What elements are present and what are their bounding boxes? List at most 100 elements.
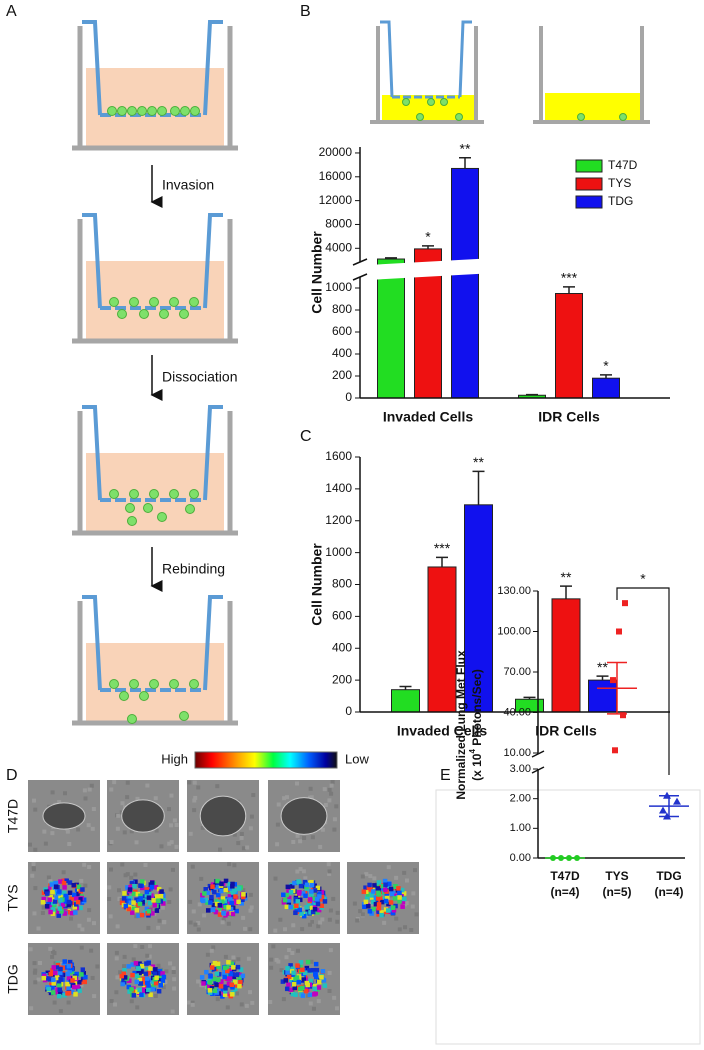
y-tick-label: 400 — [332, 346, 352, 360]
noise — [145, 783, 150, 788]
signal — [367, 882, 372, 888]
signal — [135, 891, 141, 897]
signal — [62, 911, 68, 916]
signal — [159, 889, 164, 894]
signal — [131, 989, 137, 994]
noise — [309, 959, 314, 964]
noise — [241, 846, 246, 851]
signal — [227, 886, 232, 891]
signal — [361, 889, 367, 894]
signal — [376, 912, 381, 917]
row-label: T47D — [5, 799, 21, 833]
legend-swatch — [575, 159, 603, 173]
signal — [222, 965, 228, 971]
noise — [268, 1000, 273, 1005]
signal — [315, 885, 321, 891]
signal — [379, 899, 385, 905]
noise — [38, 960, 43, 965]
significance: *** — [561, 270, 578, 286]
signal — [146, 983, 151, 988]
noise — [249, 814, 254, 819]
signal — [314, 967, 320, 973]
tissue — [199, 795, 247, 837]
noise — [133, 872, 138, 877]
signal — [367, 909, 373, 914]
signal — [142, 910, 148, 915]
noise — [311, 1006, 316, 1011]
noise — [30, 873, 35, 878]
noise — [169, 793, 174, 798]
signal — [366, 904, 371, 909]
signal — [52, 887, 57, 892]
signal — [297, 897, 303, 903]
signal — [293, 976, 298, 982]
noise — [278, 917, 283, 922]
noise — [249, 905, 254, 910]
signal — [126, 906, 132, 912]
break-mark — [352, 273, 368, 281]
signal — [319, 894, 325, 900]
noise — [284, 955, 289, 960]
y-tick-label: 0.00 — [510, 852, 531, 864]
signal — [137, 977, 143, 983]
noise — [92, 994, 97, 999]
noise — [50, 831, 55, 836]
noise — [46, 875, 51, 880]
y-tick-label: 0 — [345, 390, 352, 404]
signal — [232, 983, 238, 988]
well-wall — [533, 26, 650, 124]
y-tick-label: 600 — [332, 324, 352, 338]
signal — [233, 890, 238, 896]
signal — [141, 976, 146, 982]
signal — [75, 899, 81, 905]
noise — [276, 802, 281, 807]
noise — [135, 1005, 140, 1010]
signal — [294, 985, 300, 991]
signal — [153, 967, 158, 972]
signal — [135, 989, 140, 995]
bar — [377, 258, 405, 399]
noise — [107, 885, 112, 890]
signal — [52, 970, 58, 976]
signal — [231, 965, 236, 970]
y-tick-label: 12000 — [319, 193, 353, 207]
noise — [117, 897, 122, 902]
signal — [57, 889, 62, 894]
signal — [128, 896, 133, 901]
signal — [58, 990, 63, 995]
noise — [122, 964, 127, 969]
noise — [134, 840, 139, 845]
y-axis-label-exp: 4 — [468, 749, 477, 754]
signal — [289, 975, 295, 981]
signal — [304, 965, 310, 971]
significance: * — [603, 358, 609, 374]
signal — [72, 905, 78, 910]
signal — [213, 909, 219, 915]
error-bar — [422, 245, 434, 249]
signal — [233, 894, 238, 899]
signal — [231, 974, 237, 979]
y-tick-label: 4000 — [325, 240, 352, 254]
noise — [145, 953, 150, 958]
signal — [292, 985, 297, 991]
signal — [45, 976, 51, 981]
signal — [239, 901, 244, 906]
signal — [66, 902, 71, 908]
signal — [121, 896, 127, 901]
signal — [222, 974, 227, 980]
noise — [108, 914, 113, 919]
signal — [150, 979, 156, 985]
signal — [208, 973, 213, 979]
signal — [376, 902, 382, 907]
signal — [317, 891, 322, 896]
x-tick-label: TDG — [656, 869, 681, 883]
signal — [219, 888, 224, 894]
signal — [158, 983, 163, 988]
cells — [109, 489, 199, 526]
signal — [309, 905, 315, 911]
signal — [57, 906, 63, 911]
signal — [78, 897, 83, 902]
noise — [358, 909, 363, 914]
